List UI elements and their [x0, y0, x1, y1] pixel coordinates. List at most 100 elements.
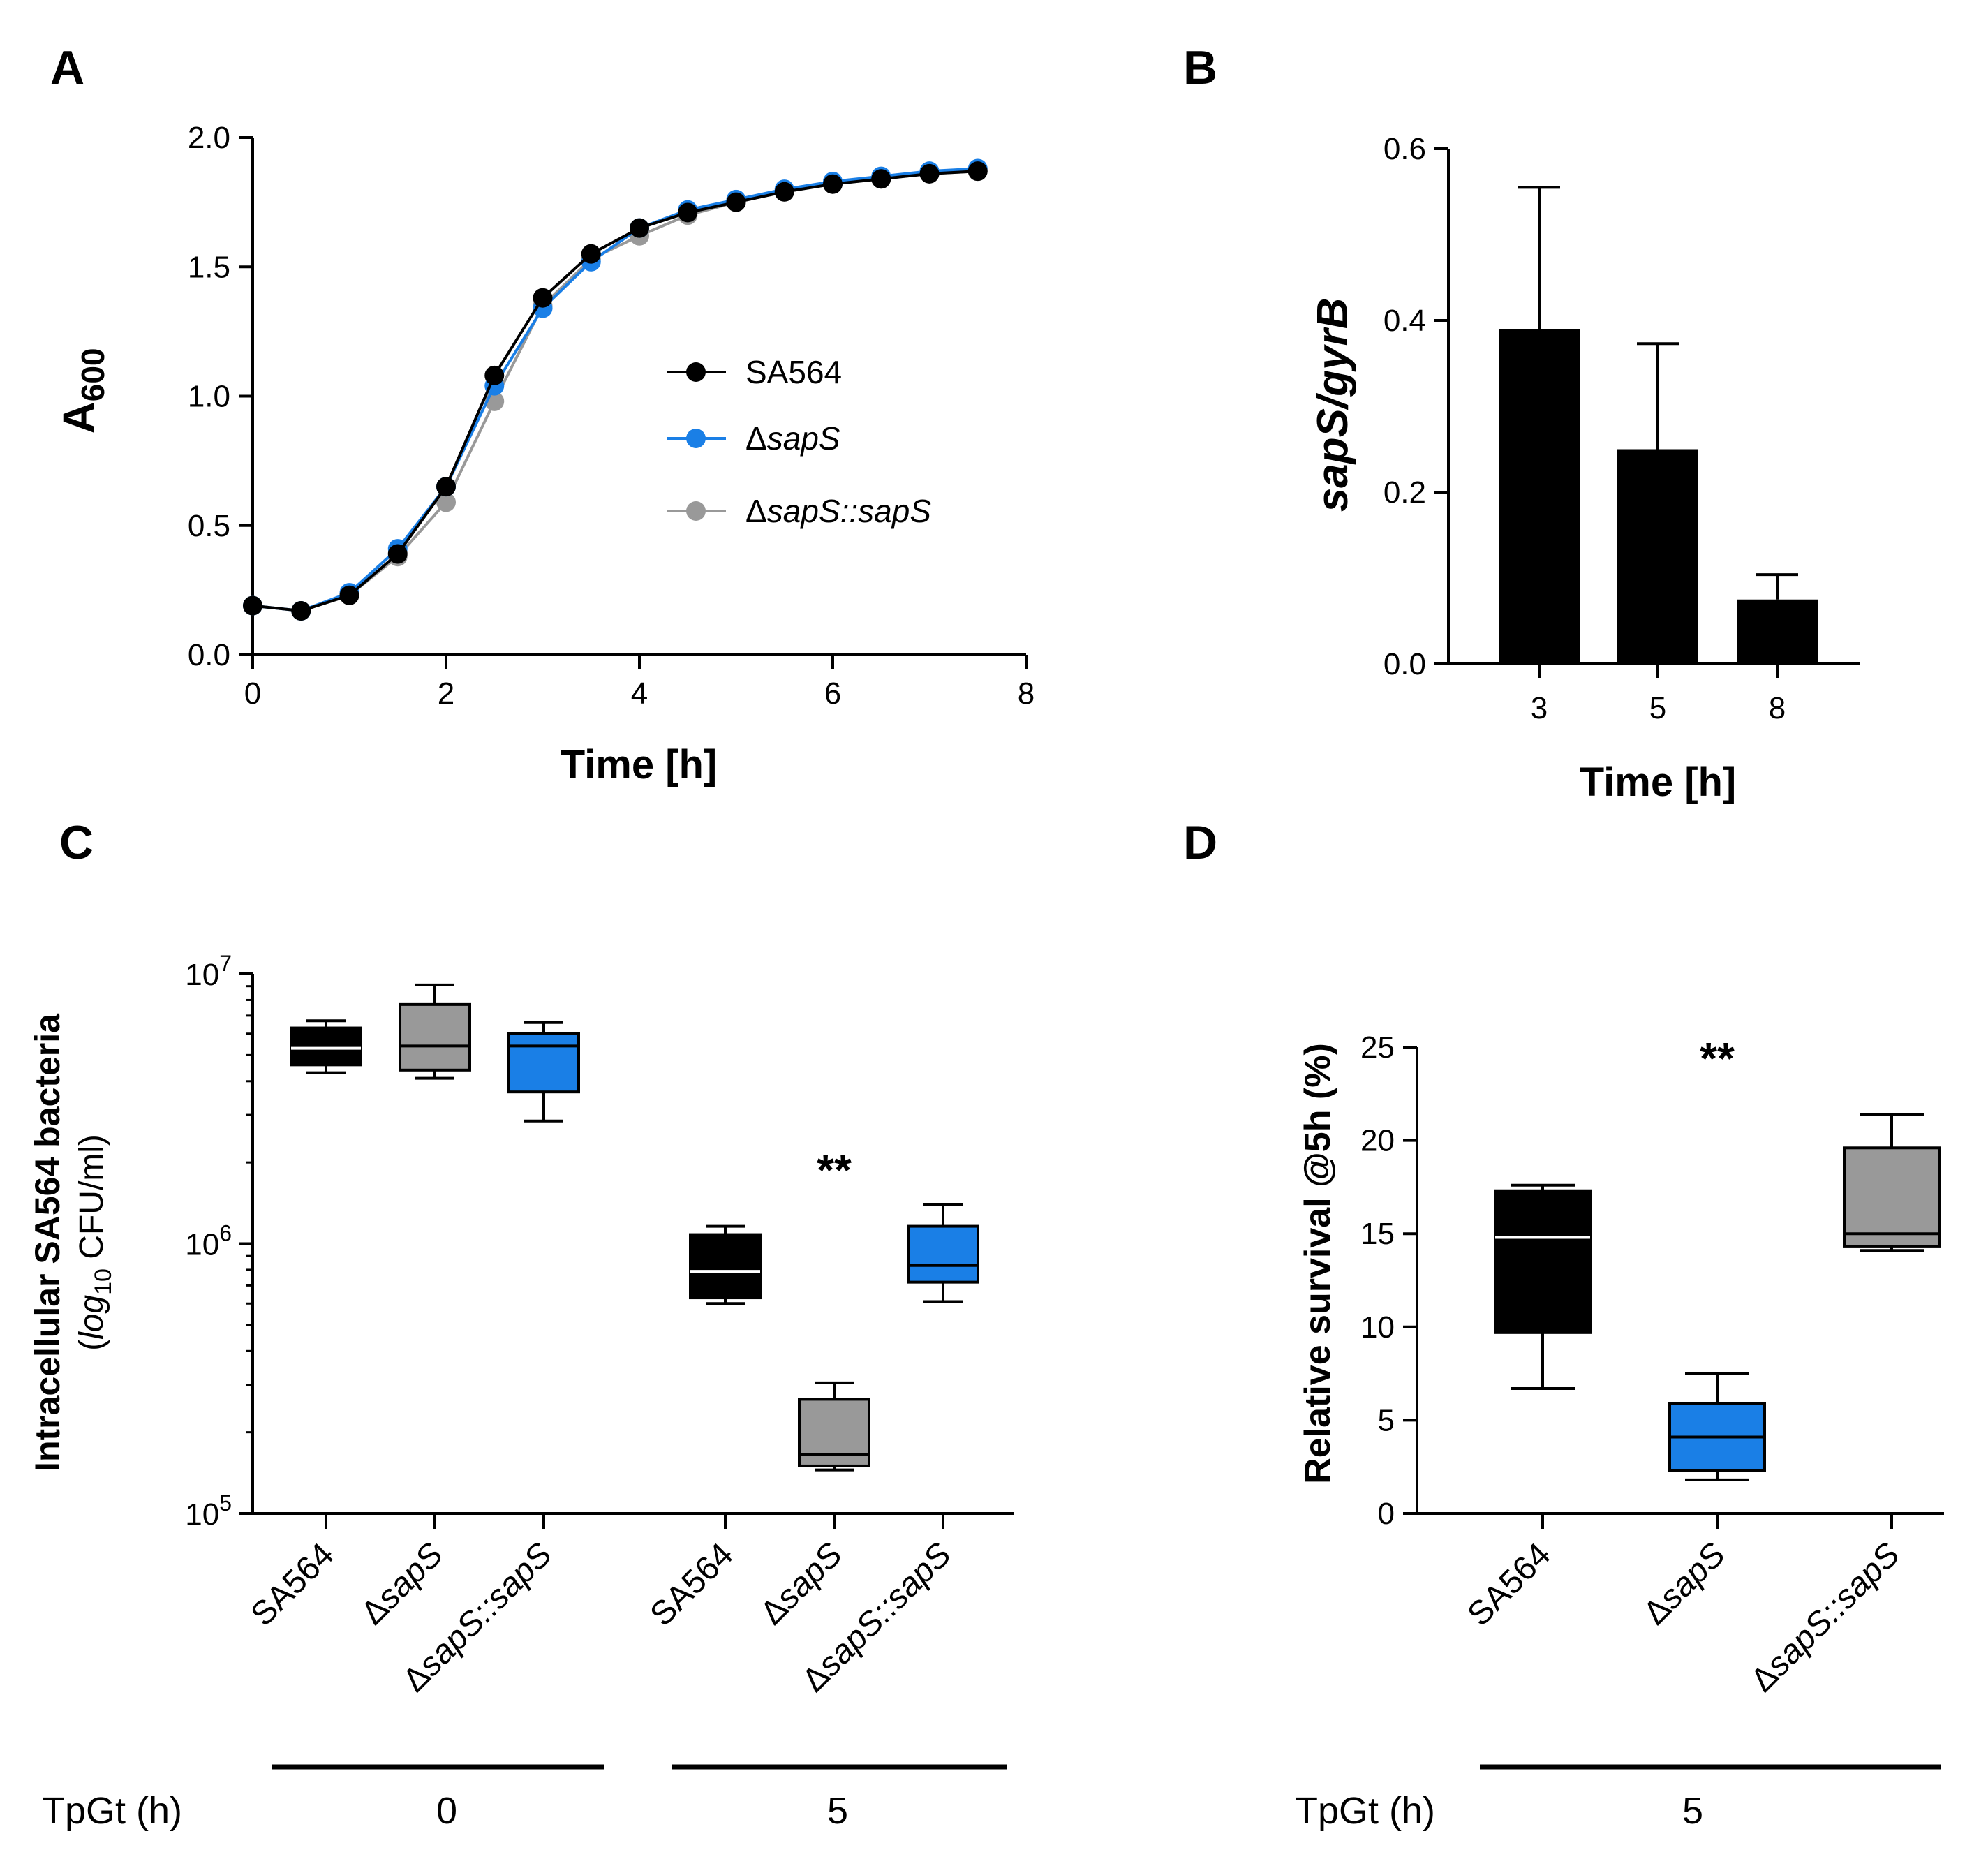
panel-a-point-0	[436, 477, 456, 497]
panel-c-box	[507, 1032, 580, 1094]
panel-a-point-0	[967, 161, 988, 182]
panel-d-y-axis-label: Relative survival @5h (%)	[1298, 1043, 1338, 1484]
panel-b-bars	[1499, 186, 1818, 664]
panel-c-tpgt-value-5: 5	[827, 1790, 848, 1832]
panel-c-y-tick-label: 105	[185, 1490, 232, 1532]
panel-a-y-tick-label: 0.5	[188, 509, 230, 543]
panel-a-point-0	[726, 192, 746, 212]
panel-a-legend-marker-1	[686, 429, 706, 448]
panel-d-boxes: **	[1494, 1033, 1941, 1481]
panel-a-point-0	[871, 169, 891, 189]
panel-b-y-axis-label: sapS/gyrB	[1309, 298, 1357, 512]
panel-c-significance-marker: **	[817, 1145, 852, 1195]
panel-a-label: A	[50, 41, 84, 94]
panel-a-point-0	[678, 202, 698, 223]
panel-d-label: D	[1183, 816, 1217, 869]
panel-c-box	[907, 1224, 979, 1284]
panel-a-x-tick-label: 4	[631, 676, 648, 711]
svg-text:A600: A600	[54, 348, 111, 434]
panel-b-x-tick-label: 8	[1769, 691, 1786, 725]
panel-d-axes: 0 5 10 15 20 25	[1360, 1030, 1944, 1531]
panel-b-bar	[1737, 599, 1818, 664]
panel-b-x-tick-label: 3	[1531, 691, 1548, 725]
panel-b-x-tick-label: 5	[1649, 691, 1666, 725]
panel-a-point-0	[243, 595, 262, 616]
panel-a-legend-label-1: ΔsapS	[746, 420, 840, 457]
panel-a-legend-label-0: SA564	[746, 354, 842, 390]
panel-a-x-tick-label: 6	[824, 676, 841, 711]
panel-a-point-0	[581, 244, 601, 264]
panel-c-box	[689, 1233, 762, 1300]
panel-a-point-0	[533, 288, 553, 308]
panel-a-point-0	[339, 585, 359, 605]
panel-a-y-tick-label: 2.0	[188, 121, 230, 155]
panel-c-tpgt-label: TpGt (h)	[42, 1790, 182, 1832]
panel-a-x-tick-label: 8	[1018, 676, 1034, 711]
panel-d-box	[1494, 1189, 1592, 1334]
panel-a-series-line-0	[252, 170, 978, 613]
panel-b-y-tick-label: 0.6	[1384, 132, 1426, 166]
panel-b-bar	[1617, 449, 1698, 664]
panel-d-y-tick-label: 5	[1378, 1403, 1395, 1437]
panel-c-category-label: ΔsapS	[354, 1536, 450, 1632]
panel-c-y-label-line2: (log10 CFU/ml)	[73, 1134, 117, 1351]
panel-a-series	[243, 158, 988, 621]
panel-c-category-label: ΔsapS	[753, 1536, 850, 1632]
panel-a-point-2	[436, 492, 456, 512]
panel-c-tpgt-value-0: 0	[436, 1790, 457, 1832]
panel-b-y-tick-label: 0.0	[1384, 647, 1426, 681]
panel-b-bar-chart: B 0.0 0.2 0.4 0.6 3 5 8 Time [h] sapS/gyrB	[1183, 41, 1860, 805]
panel-d-y-tick-label: 0	[1378, 1497, 1395, 1531]
panel-a-point-0	[387, 544, 408, 564]
panel-b-label: B	[1183, 41, 1217, 94]
panel-a-y-label-sub: 600	[75, 348, 111, 402]
panel-c-category-label: SA564	[643, 1536, 740, 1633]
panel-a-x-tick-label: 2	[438, 676, 454, 711]
panel-b-x-axis-label: Time [h]	[1580, 760, 1737, 805]
panel-c-y-tick-label: 106	[185, 1221, 232, 1262]
panel-a-point-0	[630, 218, 649, 238]
panel-c-y-label-line1: Intracellular SA564 bacteria	[28, 1013, 67, 1472]
panel-a-line-chart: A 0.0 0.5 1.0 1.5 2.00 2 4 6 8 SA564ΔsapSΔsapS::…	[50, 41, 1034, 787]
panel-b-y-tick-label: 0.2	[1384, 475, 1426, 510]
panel-a-point-0	[919, 163, 940, 184]
panel-a-series-line-2	[252, 170, 978, 613]
panel-a-series-line-1	[252, 167, 978, 613]
panel-c-box	[290, 1026, 362, 1067]
panel-d-y-tick-label: 25	[1360, 1030, 1395, 1065]
panel-b-bar	[1499, 329, 1580, 664]
panel-a-y-tick-label: 1.5	[188, 250, 230, 284]
panel-a-point-0	[774, 182, 794, 202]
panel-c-axes: 107 106 105	[185, 951, 1014, 1532]
panel-a-y-label-main: A	[54, 401, 104, 434]
panel-c-boxes: **	[290, 983, 979, 1472]
panel-c-box	[399, 1002, 471, 1072]
panel-a-point-0	[484, 365, 505, 385]
panel-d-significance-marker: **	[1700, 1033, 1735, 1083]
panel-d-tpgt-value: 5	[1682, 1790, 1703, 1832]
panel-a-legend-label-2: ΔsapS::sapS	[746, 493, 931, 529]
panel-a-point-0	[823, 174, 843, 194]
panel-c-label: C	[59, 816, 94, 869]
panel-d-category-label: ΔsapS::sapS	[1744, 1536, 1907, 1699]
panel-b-y-tick-label: 0.4	[1384, 304, 1426, 338]
panel-d-category-label: SA564	[1460, 1536, 1557, 1633]
panel-d-category-label: ΔsapS	[1636, 1536, 1733, 1632]
panel-a-y-tick-label: 1.0	[188, 380, 230, 414]
panel-d-y-tick-label: 15	[1360, 1217, 1395, 1251]
panel-a-y-tick-label: 0.0	[188, 638, 230, 672]
panel-d-y-tick-label: 20	[1360, 1124, 1395, 1158]
panel-c-y-tick-label: 107	[185, 951, 232, 992]
panel-a-x-axis-label: Time [h]	[561, 742, 718, 787]
panel-d-box	[1843, 1146, 1941, 1248]
panel-a-legend-marker-2	[686, 501, 706, 521]
panel-d-tpgt-label: TpGt (h)	[1295, 1790, 1435, 1832]
panel-a-legend-marker-0	[686, 362, 706, 382]
panel-a-x-tick-label: 0	[244, 676, 261, 711]
